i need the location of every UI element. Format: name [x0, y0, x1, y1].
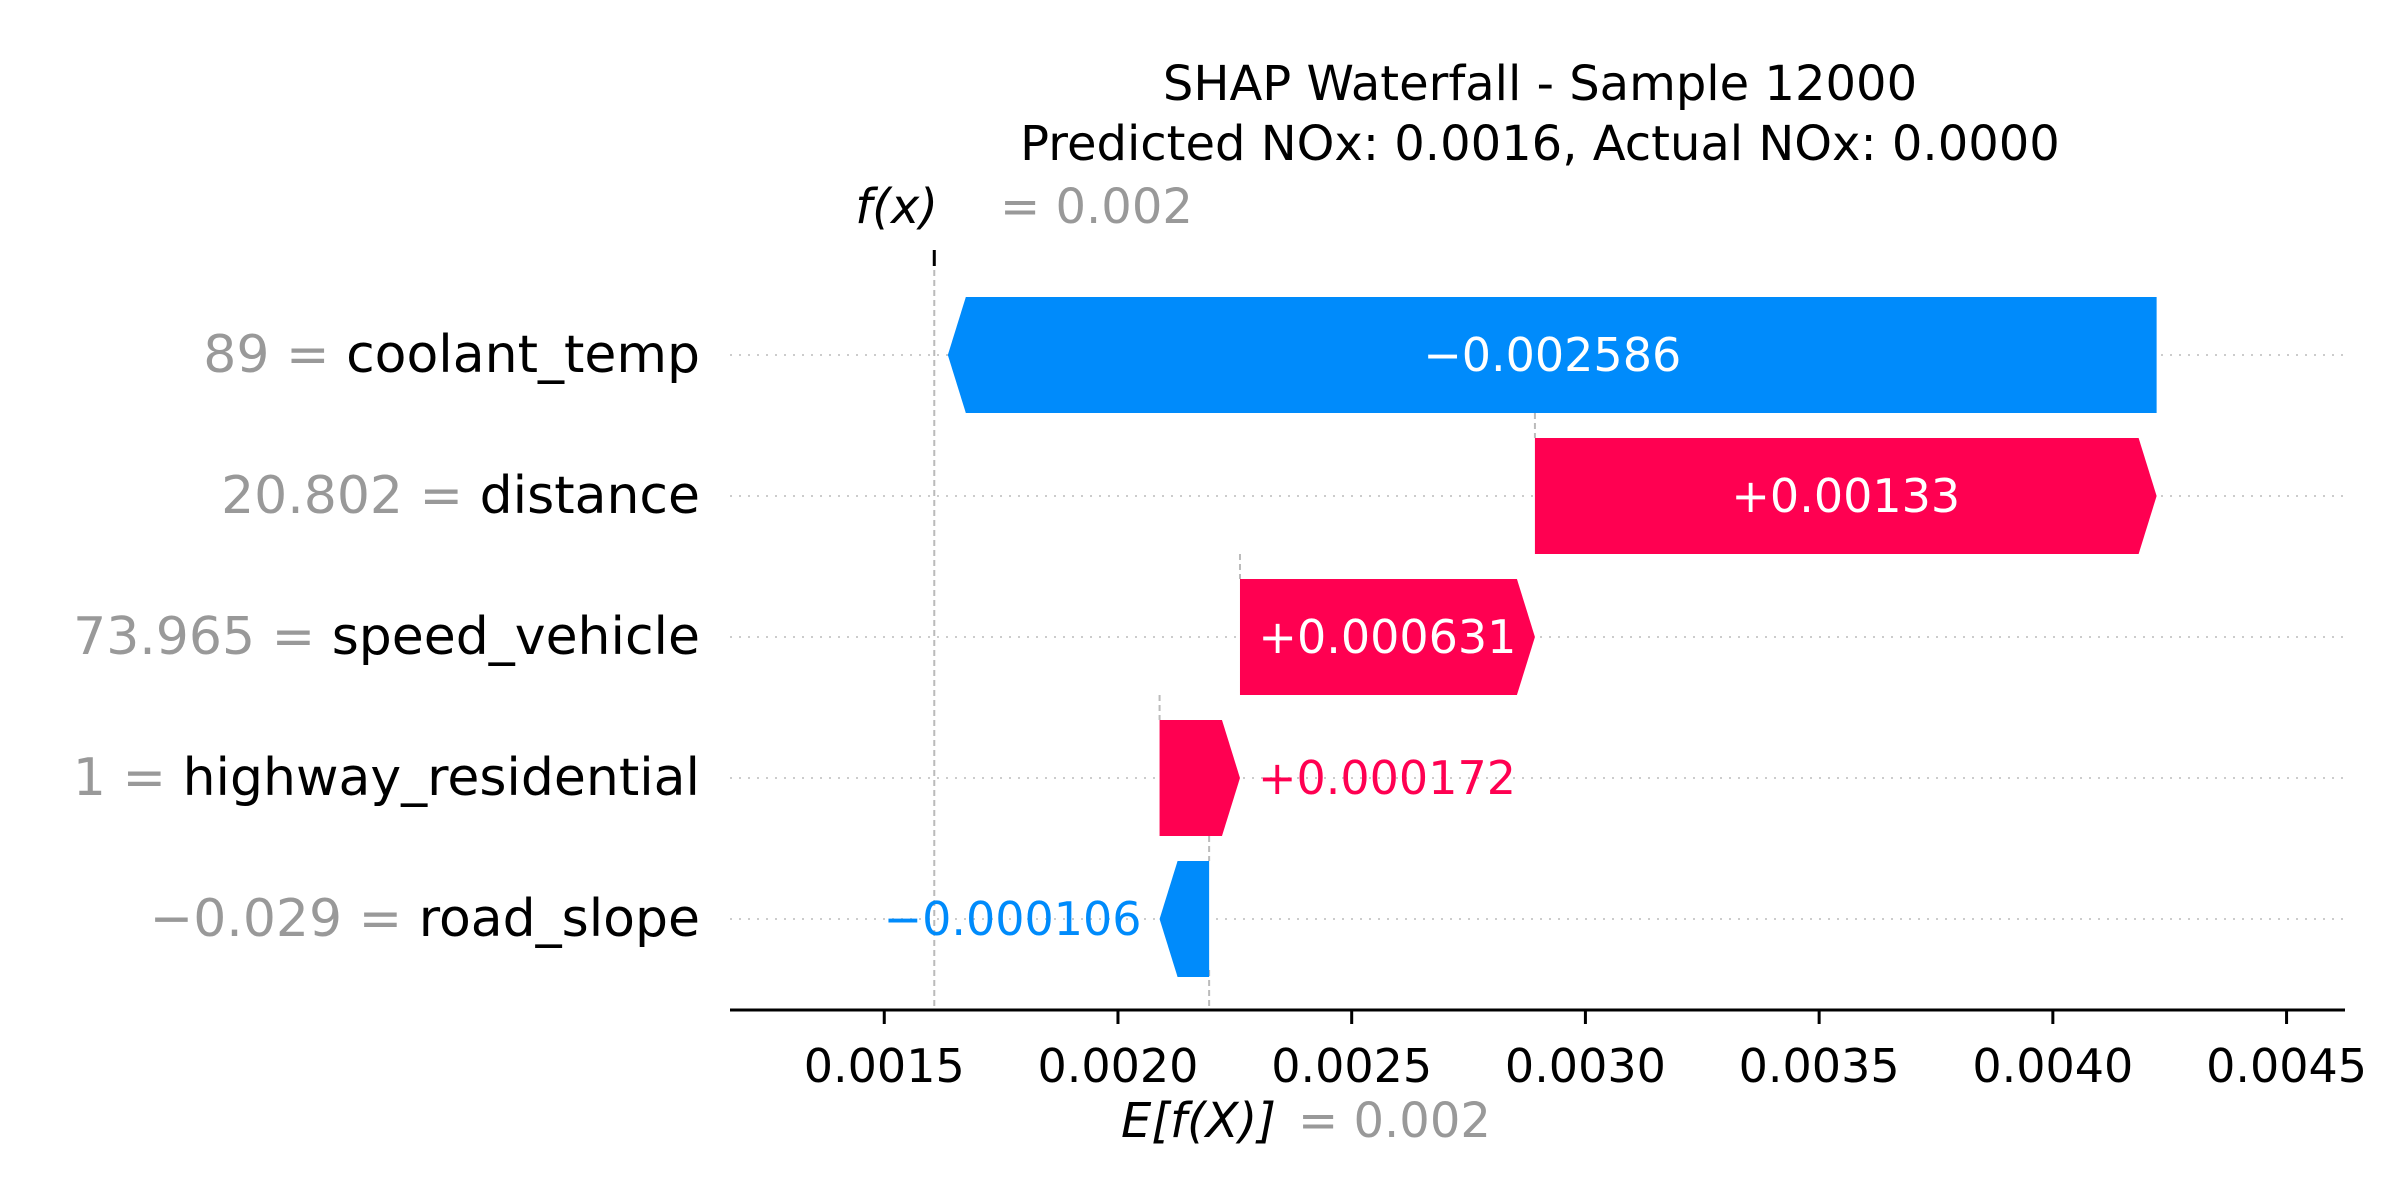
fx-label: f(x): [855, 179, 938, 235]
shap-value-label: +0.00133: [1731, 469, 1960, 523]
fx-value: = 0.002: [1000, 179, 1193, 235]
chart-title: SHAP Waterfall - Sample 12000: [1163, 56, 1917, 112]
x-tick-label: 0.0025: [1271, 1039, 1432, 1093]
feature-label: 89 = coolant_temp: [203, 325, 700, 385]
feature-name: highway_residential: [183, 748, 700, 808]
x-tick-label: 0.0015: [804, 1039, 965, 1093]
equals-sign: =: [342, 889, 419, 949]
feature-value: 89: [203, 325, 269, 385]
efx-value: = 0.002: [1298, 1093, 1491, 1149]
feature-value: 73.965: [73, 607, 255, 667]
x-tick-label: 0.0045: [2206, 1039, 2367, 1093]
x-tick-label: 0.0040: [1972, 1039, 2133, 1093]
equals-sign: =: [255, 607, 332, 667]
bar-speed_vehicle: [1239, 579, 1535, 695]
x-tick-label: 0.0030: [1505, 1039, 1666, 1093]
feature-name: road_slope: [419, 889, 700, 949]
shap-value-label: −0.000106: [884, 892, 1142, 946]
feature-value: −0.029: [150, 889, 342, 949]
feature-name: coolant_temp: [346, 325, 700, 385]
shap-value-label: +0.000631: [1258, 610, 1516, 664]
equals-sign: =: [106, 748, 183, 808]
feature-name: distance: [480, 466, 700, 526]
feature-value: 1: [73, 748, 106, 808]
shap-value-label: +0.000172: [1258, 751, 1516, 805]
chart-subtitle: Predicted NOx: 0.0016, Actual NOx: 0.000…: [1020, 116, 2060, 172]
equals-sign: =: [269, 325, 346, 385]
feature-value: 20.802: [221, 466, 403, 526]
bar-road_slope: [1159, 861, 1210, 977]
feature-label: 73.965 = speed_vehicle: [73, 607, 700, 667]
x-tick-label: 0.0020: [1037, 1039, 1198, 1093]
equals-sign: =: [403, 466, 480, 526]
bar-distance: [1534, 438, 2157, 554]
feature-name: speed_vehicle: [332, 607, 700, 667]
bar-highway_residential: [1159, 720, 1240, 836]
bar-coolant_temp: [947, 297, 2157, 413]
x-tick-label: 0.0035: [1739, 1039, 1900, 1093]
feature-label: 1 = highway_residential: [73, 748, 700, 808]
feature-label: 20.802 = distance: [221, 466, 700, 526]
efx-label: E[f(X)]: [1121, 1093, 1276, 1149]
shap-value-label: −0.002586: [1423, 328, 1681, 382]
feature-label: −0.029 = road_slope: [150, 889, 700, 949]
